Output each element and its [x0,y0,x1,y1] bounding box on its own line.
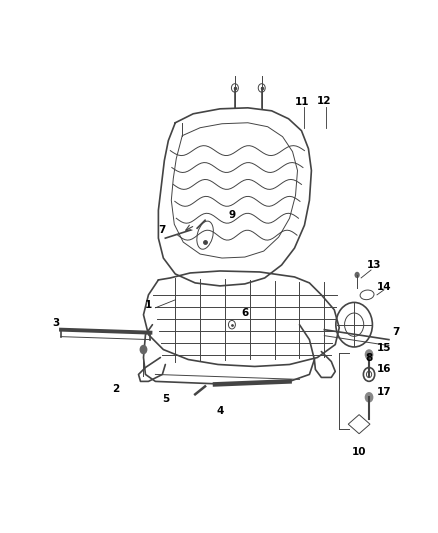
Text: 14: 14 [377,282,391,292]
Text: 9: 9 [228,210,236,220]
Text: 3: 3 [53,318,60,328]
Text: 13: 13 [367,260,381,270]
Text: 1: 1 [145,300,152,310]
Text: 12: 12 [317,96,332,106]
Circle shape [354,272,360,278]
Text: 6: 6 [241,308,248,318]
Text: 11: 11 [295,97,310,107]
Text: 16: 16 [377,365,391,375]
Text: 5: 5 [162,394,169,405]
Text: 4: 4 [216,406,224,416]
Text: 2: 2 [112,384,119,394]
Text: 8: 8 [365,352,373,362]
Text: 7: 7 [159,225,166,235]
Text: 10: 10 [352,447,366,457]
Text: 7: 7 [392,327,399,337]
Circle shape [365,349,373,360]
Text: 17: 17 [377,387,391,397]
Text: 15: 15 [377,343,391,352]
Circle shape [365,392,373,402]
Circle shape [140,345,148,354]
